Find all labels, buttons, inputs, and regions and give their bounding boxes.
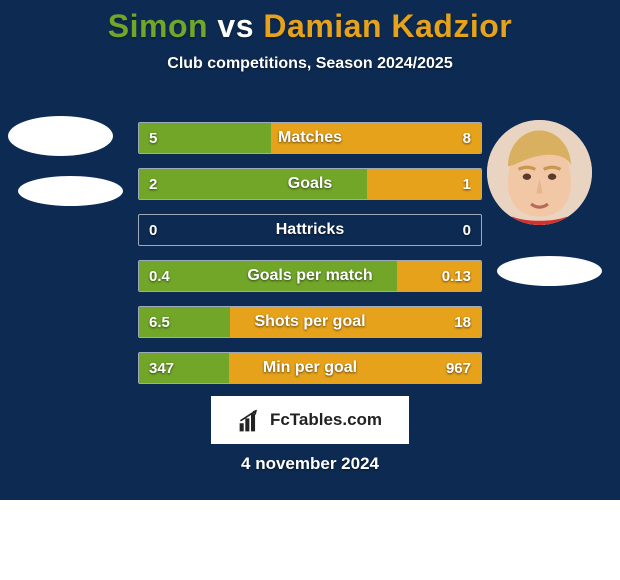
bar-fill-left (139, 353, 229, 383)
bar-fill-left (139, 261, 397, 291)
logo-text: FcTables.com (270, 410, 382, 430)
bar-value-right: 0 (463, 215, 471, 245)
bar-fill-right (230, 307, 481, 337)
page-title: Simon vs Damian Kadzior (0, 0, 620, 45)
subtitle: Club competitions, Season 2024/2025 (0, 55, 620, 73)
stat-bar-row: 6.518Shots per goal (138, 306, 482, 338)
bar-fill-left (139, 307, 230, 337)
stat-bar-row: 0.40.13Goals per match (138, 260, 482, 292)
stat-bar-row: 58Matches (138, 122, 482, 154)
bar-fill-right (271, 123, 481, 153)
logo-box: FcTables.com (211, 396, 409, 444)
date-text: 4 november 2024 (0, 454, 620, 474)
bar-label: Hattricks (139, 215, 481, 245)
player-right-avatar (487, 120, 592, 225)
comparison-panel: Simon vs Damian Kadzior Club competition… (0, 0, 620, 500)
stat-bar-row: 0 0Hattricks (138, 214, 482, 246)
bar-fill-right (367, 169, 481, 199)
stat-bars: 58Matches 21Goals 0 0Hattricks 0.40.13Goals … (138, 122, 482, 398)
player-left-chip (18, 176, 123, 206)
stat-bar-row: 21Goals (138, 168, 482, 200)
fctables-logo-icon (238, 407, 264, 433)
bar-fill-left (139, 123, 271, 153)
stat-bar-row: 347967Min per goal (138, 352, 482, 384)
player-left-avatar (8, 116, 113, 156)
bar-fill-right (397, 261, 481, 291)
player-right-face-icon (487, 120, 592, 225)
bar-value-left: 0 (149, 215, 157, 245)
player-right-chip (497, 256, 602, 286)
bar-fill-left (139, 169, 367, 199)
bar-fill-right (229, 353, 481, 383)
